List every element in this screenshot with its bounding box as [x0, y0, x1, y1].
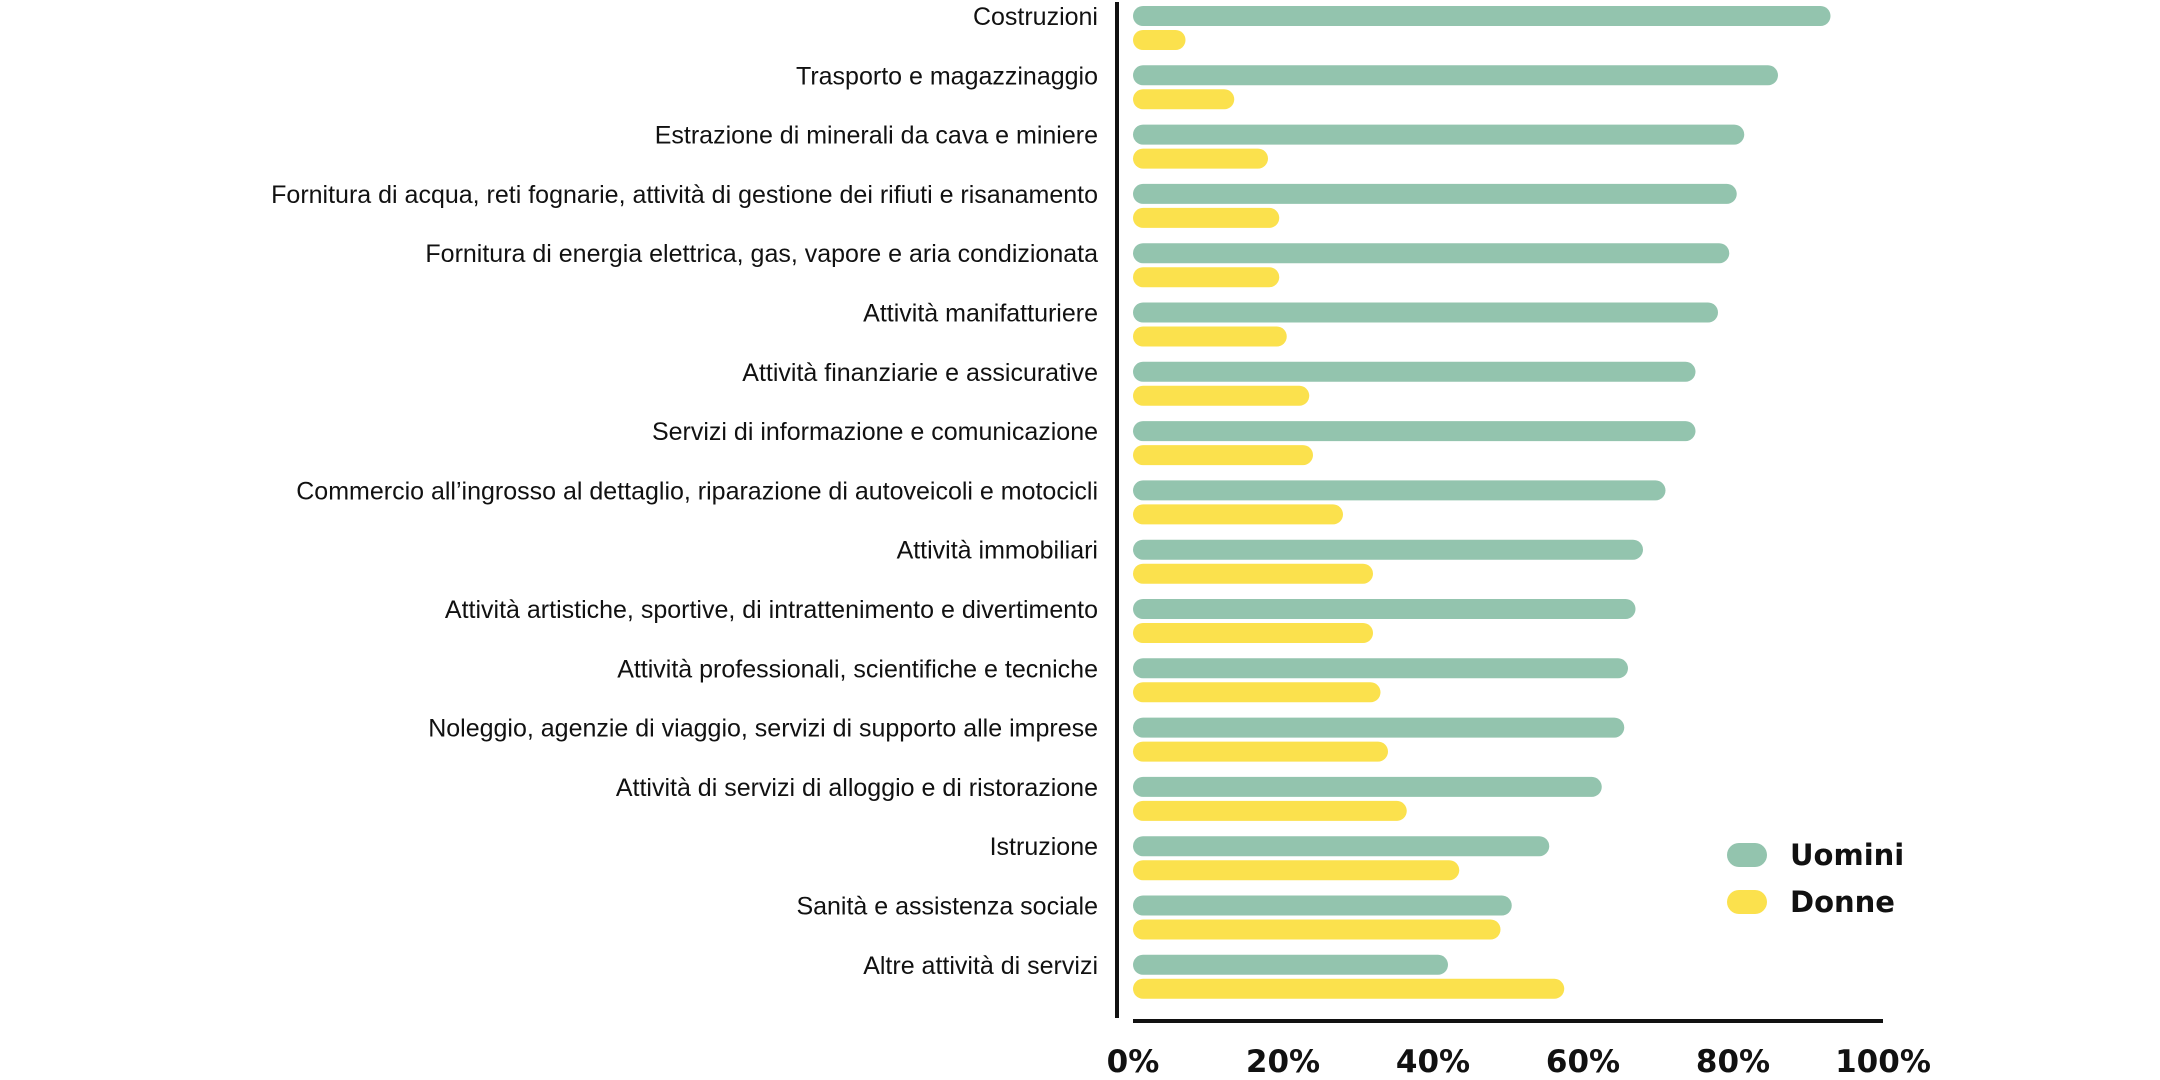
- bar-uomini: [1133, 539, 1643, 560]
- legend-swatch-uomini: [1727, 843, 1767, 867]
- bar-donne: [1133, 504, 1343, 525]
- category-label: Attività finanziarie e assicurative: [742, 359, 1098, 387]
- bar-donne: [1133, 30, 1186, 50]
- legend-swatch-donne: [1727, 890, 1767, 914]
- bar-donne: [1133, 741, 1388, 762]
- bar-uomini: [1133, 6, 1831, 26]
- legend-label-uomini: Uomini: [1790, 838, 1904, 872]
- bar-donne: [1133, 207, 1280, 228]
- category-label: Attività immobiliari: [897, 537, 1098, 565]
- x-tick-label: 0%: [1107, 1044, 1160, 1080]
- x-tick-label: 60%: [1546, 1044, 1620, 1080]
- bar-donne: [1133, 860, 1460, 881]
- bar-donne: [1133, 563, 1373, 584]
- category-label: Fornitura di acqua, reti fognarie, attiv…: [271, 181, 1098, 209]
- bar-donne: [1133, 89, 1235, 110]
- legend-label-donne: Donne: [1790, 885, 1895, 919]
- bar-donne: [1133, 445, 1313, 466]
- x-tick-label: 100%: [1835, 1044, 1931, 1080]
- category-label: Costruzioni: [973, 3, 1098, 31]
- bar-uomini: [1133, 658, 1628, 679]
- bar-donne: [1133, 267, 1280, 288]
- bar-uomini: [1133, 776, 1602, 797]
- x-tick-label: 40%: [1396, 1044, 1470, 1080]
- x-tick-label: 20%: [1246, 1044, 1320, 1080]
- category-label: Servizi di informazione e comunicazione: [652, 418, 1098, 446]
- category-label: Sanità e assistenza sociale: [796, 893, 1098, 921]
- bar-uomini: [1133, 480, 1666, 501]
- category-label: Attività professionali, scientifiche e t…: [617, 655, 1098, 683]
- bar-uomini: [1133, 65, 1778, 86]
- category-label: Altre attività di servizi: [863, 952, 1098, 980]
- category-label: Estrazione di minerali da cava e miniere: [655, 122, 1098, 150]
- bar-uomini: [1133, 124, 1745, 145]
- bar-donne: [1133, 326, 1287, 347]
- bar-uomini: [1133, 836, 1550, 857]
- x-tick-label: 80%: [1696, 1044, 1770, 1080]
- category-label: Attività di servizi di alloggio e di ris…: [616, 774, 1098, 802]
- bar-donne: [1133, 623, 1373, 643]
- bar-donne: [1133, 385, 1310, 406]
- bar-uomini: [1133, 717, 1625, 738]
- category-label: Istruzione: [990, 833, 1098, 861]
- bar-donne: [1133, 148, 1268, 169]
- legend: Uomini Donne: [1727, 838, 1904, 919]
- x-tick-labels: 0% 20% 40% 60% 80% 100%: [1107, 1044, 1931, 1080]
- category-label: Noleggio, agenzie di viaggio, servizi di…: [428, 715, 1098, 743]
- bar-donne: [1133, 919, 1501, 940]
- category-labels: Costruzioni Trasporto e magazzinaggio Estr…: [271, 3, 1098, 980]
- category-label: Commercio all’ingrosso al dettaglio, rip…: [296, 477, 1098, 505]
- bar-uomini: [1133, 895, 1512, 916]
- bar-uomini: [1133, 243, 1730, 264]
- bar-uomini: [1133, 421, 1696, 442]
- bar-donne: [1133, 682, 1381, 703]
- category-label: Attività manifatturiere: [863, 300, 1098, 328]
- category-label: Attività artistiche, sportive, di intrat…: [445, 596, 1098, 624]
- bar-uomini: [1133, 183, 1737, 204]
- category-label: Fornitura di energia elettrica, gas, vap…: [425, 240, 1098, 268]
- bar-donne: [1133, 800, 1407, 821]
- category-label: Trasporto e magazzinaggio: [796, 62, 1098, 90]
- bar-uomini: [1133, 361, 1696, 382]
- bar-uomini: [1133, 302, 1718, 323]
- bar-uomini: [1133, 954, 1448, 975]
- bars: [1133, 6, 1831, 999]
- bar-uomini: [1133, 599, 1636, 619]
- bar-donne: [1133, 978, 1565, 999]
